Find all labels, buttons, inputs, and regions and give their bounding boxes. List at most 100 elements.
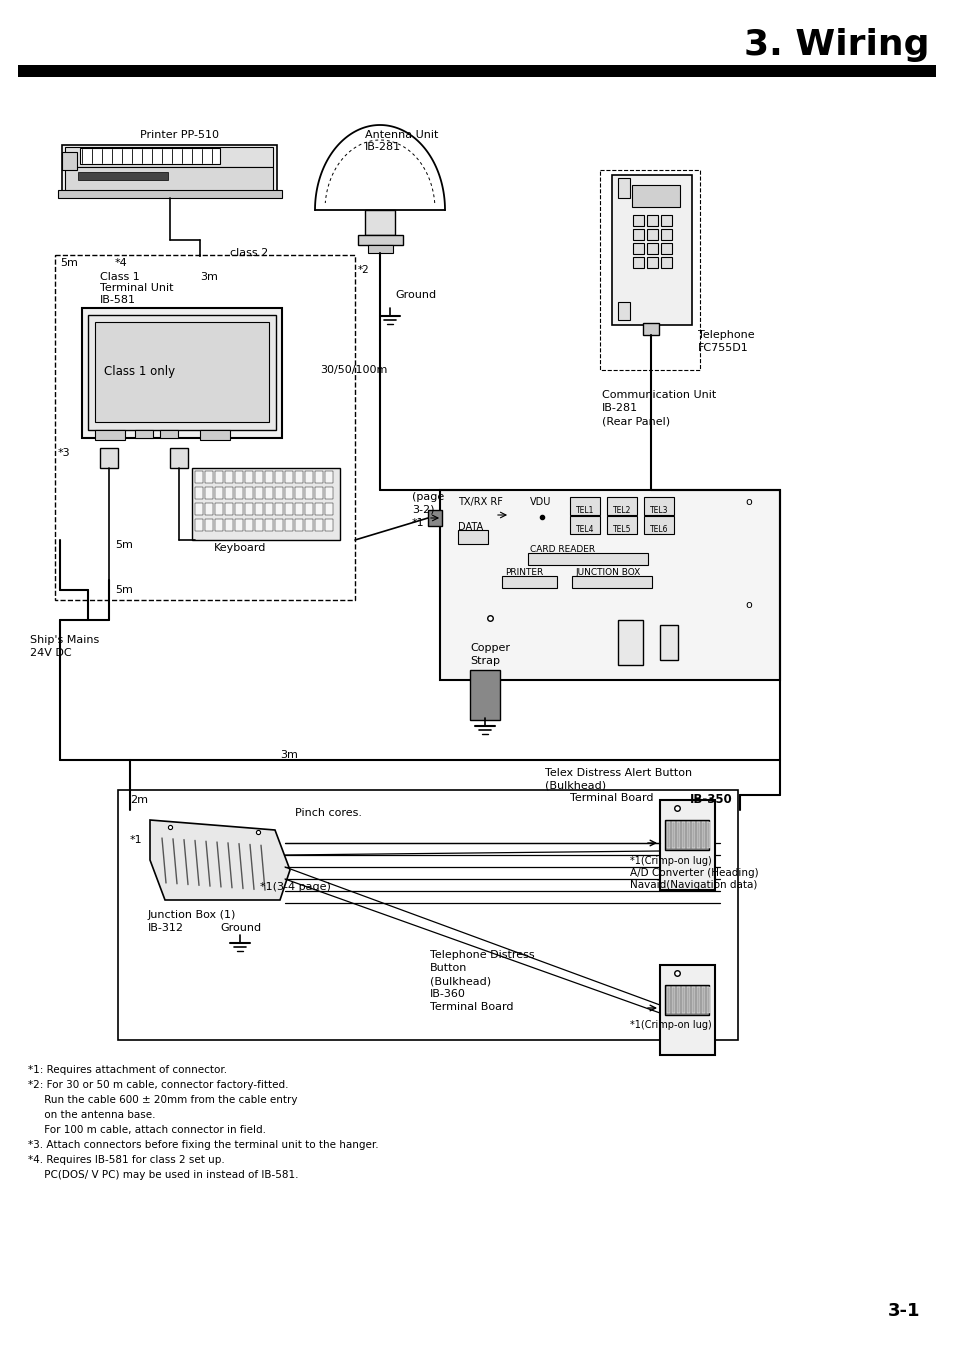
Bar <box>706 988 709 1013</box>
Bar <box>666 988 669 1013</box>
Bar <box>118 790 738 1040</box>
Bar <box>225 503 233 515</box>
Text: *4. Requires IB-581 for class 2 set up.: *4. Requires IB-581 for class 2 set up. <box>28 1155 225 1165</box>
Text: 2m: 2m <box>130 794 148 805</box>
Bar <box>234 503 243 515</box>
Bar <box>285 519 293 531</box>
Text: *1(3-4 page): *1(3-4 page) <box>260 882 331 892</box>
Bar <box>62 145 276 193</box>
Bar <box>470 670 499 720</box>
Bar <box>214 471 223 484</box>
Bar <box>160 430 178 438</box>
Text: FC755D1: FC755D1 <box>698 343 748 353</box>
Bar <box>428 509 441 526</box>
Bar <box>205 471 213 484</box>
Bar <box>681 988 684 1013</box>
Bar <box>368 245 393 253</box>
Bar <box>664 985 708 1015</box>
Bar <box>58 190 282 199</box>
Text: 24V DC: 24V DC <box>30 648 71 658</box>
Bar <box>677 821 679 848</box>
Bar <box>274 519 283 531</box>
Bar <box>691 988 695 1013</box>
Text: Ground: Ground <box>395 290 436 300</box>
Bar <box>666 821 669 848</box>
Ellipse shape <box>659 624 678 630</box>
Text: TX/RX RF: TX/RX RF <box>457 497 502 507</box>
Bar <box>325 486 333 499</box>
Bar <box>457 530 488 544</box>
Bar <box>254 471 263 484</box>
Bar <box>643 497 673 515</box>
Ellipse shape <box>617 617 641 626</box>
Text: IB-360: IB-360 <box>430 989 465 998</box>
Bar <box>659 626 678 661</box>
Bar <box>314 486 323 499</box>
Bar <box>314 503 323 515</box>
Bar <box>691 821 695 848</box>
Bar <box>569 497 599 515</box>
Bar <box>82 308 282 438</box>
Bar <box>701 988 704 1013</box>
Text: *3. Attach connectors before fixing the terminal unit to the hanger.: *3. Attach connectors before fixing the … <box>28 1140 378 1150</box>
Bar <box>305 519 313 531</box>
Text: Telephone: Telephone <box>698 330 754 340</box>
Bar <box>325 471 333 484</box>
Text: VDU: VDU <box>530 497 551 507</box>
Text: Telex Distress Alert Button: Telex Distress Alert Button <box>544 767 691 778</box>
Bar <box>643 516 673 534</box>
Bar <box>642 323 659 335</box>
Bar <box>55 255 355 600</box>
Bar <box>170 449 188 467</box>
Text: Ship's Mains: Ship's Mains <box>30 635 99 644</box>
Bar <box>633 230 643 240</box>
Text: o: o <box>744 497 751 507</box>
Text: Pinch cores.: Pinch cores. <box>294 808 361 817</box>
Bar <box>618 620 642 665</box>
Bar <box>135 430 152 438</box>
Bar <box>646 230 658 240</box>
Bar <box>314 519 323 531</box>
Bar <box>95 430 125 440</box>
Bar <box>194 519 203 531</box>
Text: PC(DOS/ V PC) may be used in instead of IB-581.: PC(DOS/ V PC) may be used in instead of … <box>28 1170 298 1179</box>
Text: IB-350: IB-350 <box>689 793 732 807</box>
Bar <box>659 800 714 890</box>
Bar <box>660 230 671 240</box>
Bar <box>701 821 704 848</box>
Bar <box>294 503 303 515</box>
Text: JUNCTION BOX: JUNCTION BOX <box>575 567 639 577</box>
Bar <box>618 303 629 320</box>
Bar <box>677 988 679 1013</box>
Bar <box>194 503 203 515</box>
Bar <box>660 257 671 267</box>
Bar <box>294 471 303 484</box>
Bar <box>501 576 557 588</box>
Bar <box>200 430 230 440</box>
Bar <box>606 516 637 534</box>
Bar <box>100 449 118 467</box>
Text: (Bulkhead): (Bulkhead) <box>544 781 605 790</box>
Bar <box>660 243 671 254</box>
Text: Class 1 only: Class 1 only <box>104 365 175 378</box>
Bar <box>245 471 253 484</box>
Bar <box>245 519 253 531</box>
Text: Navaid(Navigation data): Navaid(Navigation data) <box>629 880 757 890</box>
Text: *1(Crimp-on lug): *1(Crimp-on lug) <box>629 857 711 866</box>
Bar <box>285 471 293 484</box>
Bar <box>305 471 313 484</box>
Bar <box>646 215 658 226</box>
Text: TEL6: TEL6 <box>649 526 667 534</box>
Bar <box>18 65 935 77</box>
Bar <box>659 965 714 1055</box>
Bar <box>225 471 233 484</box>
Text: Terminal Board: Terminal Board <box>569 793 653 802</box>
Text: Run the cable 600 ± 20mm from the cable entry: Run the cable 600 ± 20mm from the cable … <box>28 1096 297 1105</box>
Bar <box>305 503 313 515</box>
Bar <box>606 497 637 515</box>
Bar <box>572 576 651 588</box>
Text: *3: *3 <box>58 449 71 458</box>
Bar <box>214 519 223 531</box>
Text: *2: *2 <box>357 265 370 276</box>
Bar <box>80 149 220 163</box>
